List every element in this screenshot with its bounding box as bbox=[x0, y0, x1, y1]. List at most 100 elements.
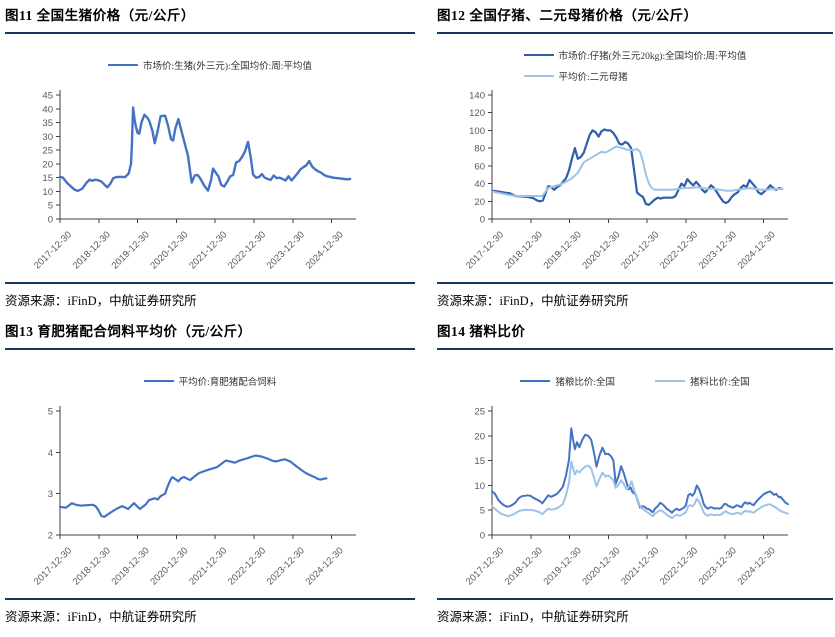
legend-line-swatch bbox=[523, 74, 554, 77]
series-line bbox=[491, 460, 789, 520]
y-tick-label: 4 bbox=[48, 448, 53, 459]
y-tick-label: 120 bbox=[469, 108, 485, 119]
series-line bbox=[490, 128, 784, 206]
x-tick-label: 2020-12-30 bbox=[580, 545, 622, 587]
y-tick-label: 20 bbox=[474, 197, 485, 208]
x-tick-label: 2024-12-30 bbox=[736, 545, 778, 587]
line-chart: 0510152025303540452017-12-302018-12-3020… bbox=[32, 90, 356, 271]
legend-line-swatch bbox=[143, 380, 174, 382]
x-tick-label: 2021-12-30 bbox=[619, 229, 661, 271]
figure-11-title: 图11 全国生猪价格（元/公斤） bbox=[5, 5, 415, 34]
y-tick-label: 80 bbox=[474, 144, 485, 155]
y-tick-label: 25 bbox=[474, 407, 485, 418]
x-tick-label: 2018-12-30 bbox=[71, 545, 113, 587]
figure-12-source: 资源来源：iFinD，中航证券研究所 bbox=[437, 282, 833, 313]
y-tick-label: 100 bbox=[469, 126, 485, 137]
x-tick-label: 2020-12-30 bbox=[148, 545, 190, 587]
legend-label: 市场价:生猪(外三元):全国均价:周:平均值 bbox=[143, 62, 312, 72]
y-tick-label: 35 bbox=[42, 118, 53, 129]
legend-line-swatch bbox=[520, 380, 551, 382]
legend-label: 猪料比价:全国 bbox=[690, 378, 750, 388]
figure-12-title: 图12 全国仔猪、二元母猪价格（元/公斤） bbox=[437, 5, 833, 34]
y-tick-label: 10 bbox=[42, 187, 53, 198]
line-chart: 0204060801001201402017-12-302018-12-3020… bbox=[464, 90, 788, 271]
y-tick-label: 40 bbox=[474, 179, 485, 190]
y-tick-label: 15 bbox=[474, 456, 485, 467]
x-tick-label: 2019-12-30 bbox=[110, 229, 152, 271]
series-line bbox=[58, 454, 328, 518]
x-tick-label: 2023-12-30 bbox=[265, 229, 307, 271]
x-tick-label: 2022-12-30 bbox=[658, 545, 700, 587]
x-tick-label: 2020-12-30 bbox=[580, 229, 622, 271]
y-tick-label: 5 bbox=[48, 201, 53, 212]
figure-13-legend: 平均价:育肥猪配合饲料 bbox=[5, 359, 415, 403]
x-tick-label: 2018-12-30 bbox=[503, 229, 545, 271]
y-tick-label: 0 bbox=[480, 531, 485, 542]
figure-11-chart: 市场价:生猪(外三元):全国均价:周:平均值 0 5 10 15 20 25 30 35 40 4… bbox=[5, 34, 415, 282]
figure-13-source: 资源来源：iFinD，中航证券研究所 bbox=[5, 598, 415, 629]
y-tick-label: 5 bbox=[480, 506, 485, 517]
legend-item: 市场价:仔猪(外三元20kg):全国均价:周:平均值 bbox=[523, 48, 747, 62]
legend-item: 平均价:二元母猪 bbox=[523, 69, 628, 83]
legend-line-swatch bbox=[655, 380, 685, 382]
y-tick-label: 10 bbox=[474, 481, 485, 492]
x-tick-label: 2021-12-30 bbox=[619, 545, 661, 587]
legend-line-swatch bbox=[523, 53, 554, 56]
x-tick-label: 2023-12-30 bbox=[265, 545, 307, 587]
x-tick-label: 2022-12-30 bbox=[658, 229, 700, 271]
x-tick-label: 2022-12-30 bbox=[226, 545, 268, 587]
figure-12-legend: 市场价:仔猪(外三元20kg):全国均价:周:平均值 平均价:二元母猪 bbox=[523, 43, 747, 87]
x-tick-label: 2024-12-30 bbox=[304, 545, 346, 587]
x-tick-label: 2019-12-30 bbox=[542, 545, 584, 587]
x-tick-label: 2021-12-30 bbox=[187, 229, 229, 271]
x-tick-label: 2018-12-30 bbox=[503, 545, 545, 587]
y-tick-label: 140 bbox=[469, 91, 485, 102]
legend-label: 平均价:育肥猪配合饲料 bbox=[178, 378, 277, 388]
y-tick-label: 30 bbox=[42, 132, 53, 143]
y-tick-label: 45 bbox=[42, 91, 53, 102]
legend-label: 市场价:仔猪(外三元20kg):全国均价:周:平均值 bbox=[558, 51, 747, 62]
x-tick-label: 2020-12-30 bbox=[148, 229, 190, 271]
figure-13-block: 图13 育肥猪配合饲料平均价（元/公斤） 平均价:育肥猪配合饲料 2 3 4 5 201… bbox=[5, 321, 415, 629]
figure-13-chart: 平均价:育肥猪配合饲料 2 3 4 5 2017-12-30 2018-12-30 2019… bbox=[5, 350, 415, 598]
legend-item: 平均价:育肥猪配合饲料 bbox=[143, 374, 277, 388]
y-tick-label: 60 bbox=[474, 161, 485, 172]
x-tick-label: 2017-12-30 bbox=[464, 229, 506, 271]
x-tick-label: 2017-12-30 bbox=[464, 545, 506, 587]
figure-14-title: 图14 猪料比价 bbox=[437, 321, 833, 350]
figure-14-chart: 猪粮比价:全国 猪料比价:全国 0 5 10 15 20 25 2017-12-30 2018-… bbox=[437, 350, 833, 598]
line-chart: 2 3 4 5 2017-12-302018-12-302019-12-302020-1… bbox=[32, 406, 356, 587]
y-tick-label: 20 bbox=[474, 431, 485, 442]
line-chart: 0 5 10 15 20 25 2017-12-302018-12-302019-12-30… bbox=[464, 406, 789, 587]
legend-label: 平均价:二元母猪 bbox=[558, 72, 628, 83]
x-tick-label: 2017-12-30 bbox=[32, 229, 74, 271]
figure-11-block: 图11 全国生猪价格（元/公斤） 市场价:生猪(外三元):全国均价:周:平均值 … bbox=[5, 5, 415, 313]
x-tick-label: 2019-12-30 bbox=[542, 229, 584, 271]
figure-11-legend: 市场价:生猪(外三元):全国均价:周:平均值 bbox=[5, 43, 415, 87]
x-tick-label: 2023-12-30 bbox=[697, 229, 739, 271]
x-tick-label: 2024-12-30 bbox=[736, 229, 778, 271]
series-line bbox=[491, 145, 784, 197]
series-line bbox=[58, 106, 352, 193]
legend-label: 猪粮比价:全国 bbox=[555, 378, 615, 388]
x-tick-label: 2021-12-30 bbox=[187, 545, 229, 587]
figures-grid: 图11 全国生猪价格（元/公斤） 市场价:生猪(外三元):全国均价:周:平均值 … bbox=[5, 5, 833, 637]
figure-14-legend: 猪粮比价:全国 猪料比价:全国 bbox=[437, 359, 833, 403]
x-tick-label: 2022-12-30 bbox=[226, 229, 268, 271]
series-line bbox=[491, 427, 789, 514]
figure-14-block: 图14 猪料比价 猪粮比价:全国 猪料比价:全国 0 5 10 15 20 25 2017-1… bbox=[437, 321, 833, 629]
y-tick-label: 2 bbox=[48, 531, 53, 542]
x-tick-label: 2024-12-30 bbox=[304, 229, 346, 271]
legend-item: 猪粮比价:全国 bbox=[520, 374, 615, 388]
legend-item: 市场价:生猪(外三元):全国均价:周:平均值 bbox=[108, 58, 312, 72]
figure-14-source: 资源来源：iFinD，中航证券研究所 bbox=[437, 598, 833, 629]
x-tick-label: 2018-12-30 bbox=[71, 229, 113, 271]
legend-line-swatch bbox=[108, 64, 139, 66]
figure-12-chart: 市场价:仔猪(外三元20kg):全国均价:周:平均值 平均价:二元母猪 0 20 40… bbox=[437, 34, 833, 282]
legend-item: 猪料比价:全国 bbox=[655, 374, 750, 388]
x-tick-label: 2017-12-30 bbox=[32, 545, 74, 587]
y-tick-label: 20 bbox=[42, 159, 53, 170]
y-tick-label: 0 bbox=[48, 215, 53, 226]
y-tick-label: 0 bbox=[480, 215, 485, 226]
